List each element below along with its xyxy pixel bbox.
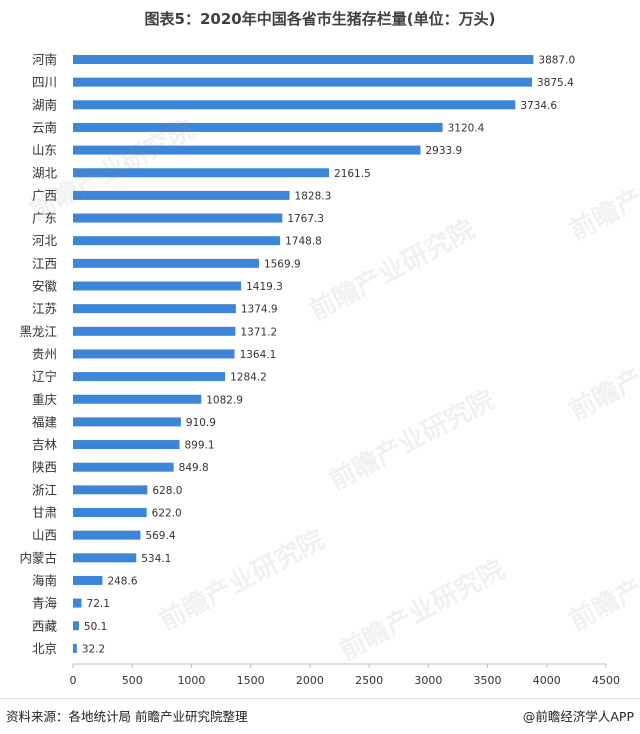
bar xyxy=(73,55,534,64)
category-label: 西藏 xyxy=(32,618,58,633)
data-label: 1371.2 xyxy=(240,326,277,338)
data-label: 534.1 xyxy=(141,553,171,565)
source-note: 资料来源：各地统计局 前瞻产业研究院整理 xyxy=(6,709,248,724)
bar xyxy=(73,575,103,585)
category-label: 河北 xyxy=(32,233,58,248)
bar xyxy=(73,394,202,404)
data-label: 32.2 xyxy=(82,643,105,655)
category-label: 广西 xyxy=(32,188,57,203)
category-label: 辽宁 xyxy=(32,369,57,384)
x-tick-label: 2000 xyxy=(296,674,324,687)
category-label: 湖北 xyxy=(32,165,58,180)
category-label: 四川 xyxy=(32,75,57,90)
bar xyxy=(73,168,330,178)
category-label: 云南 xyxy=(32,120,57,135)
data-label: 3875.4 xyxy=(537,77,574,89)
x-tick-label: 4500 xyxy=(592,674,620,687)
bar xyxy=(73,77,533,87)
bar xyxy=(73,236,281,246)
data-label: 248.6 xyxy=(107,575,137,587)
x-tick-label: 0 xyxy=(70,674,77,687)
data-label: 1767.3 xyxy=(287,213,324,225)
x-tick-label: 500 xyxy=(122,674,143,687)
bar xyxy=(73,281,242,291)
bar xyxy=(73,349,235,359)
brand-label: @前瞻经济学人APP xyxy=(522,709,634,724)
data-label: 50.1 xyxy=(84,621,107,633)
bar xyxy=(73,258,259,268)
category-label: 重庆 xyxy=(32,392,58,407)
category-label: 甘肃 xyxy=(32,505,57,520)
bar xyxy=(73,462,174,472)
category-label: 江苏 xyxy=(32,301,57,316)
bar xyxy=(73,530,141,540)
data-label: 1419.3 xyxy=(246,281,283,293)
category-label: 福建 xyxy=(32,414,58,429)
bar xyxy=(73,598,82,608)
data-label: 569.4 xyxy=(145,530,175,542)
data-label: 849.8 xyxy=(179,462,209,474)
bar xyxy=(73,122,443,132)
category-label: 北京 xyxy=(32,641,57,656)
data-label: 72.1 xyxy=(87,598,110,610)
category-label: 安徽 xyxy=(32,279,58,294)
category-label: 海南 xyxy=(32,573,57,588)
category-label: 青海 xyxy=(32,596,58,611)
x-tick-label: 2500 xyxy=(355,674,383,687)
bar xyxy=(73,190,290,200)
data-label: 622.0 xyxy=(152,508,182,520)
data-label: 910.9 xyxy=(186,417,216,429)
category-label: 贵州 xyxy=(32,346,57,361)
bar xyxy=(73,100,516,110)
data-label: 628.0 xyxy=(152,485,182,497)
data-label: 1748.8 xyxy=(285,236,322,248)
category-label: 山东 xyxy=(32,143,57,158)
chart-title: 图表5：2020年中国各省市生猪存栏量(单位：万头) xyxy=(144,10,496,28)
bar xyxy=(73,213,283,223)
data-label: 3734.6 xyxy=(520,100,557,112)
bar xyxy=(73,372,226,382)
x-tick-label: 1500 xyxy=(237,674,265,687)
data-label: 1284.2 xyxy=(230,372,267,384)
data-label: 3887.0 xyxy=(538,55,575,67)
bar xyxy=(73,553,137,563)
bar xyxy=(73,643,77,653)
bar xyxy=(73,326,236,336)
bar xyxy=(73,508,147,517)
data-label: 1374.9 xyxy=(241,304,278,316)
data-label: 1082.9 xyxy=(206,394,243,406)
data-label: 2933.9 xyxy=(426,145,463,157)
bar xyxy=(73,145,421,155)
data-label: 1569.9 xyxy=(264,258,301,270)
x-tick-label: 1000 xyxy=(177,674,205,687)
category-label: 浙江 xyxy=(32,482,57,497)
data-label: 1828.3 xyxy=(295,190,332,202)
bar-chart: 河南 3887.0 四川 3875.4 湖南 3734.6 云南 3120.4 山东 2933.9… xyxy=(19,52,620,687)
x-tick-label: 4000 xyxy=(533,674,561,687)
bar xyxy=(73,485,148,495)
category-label: 江西 xyxy=(32,256,57,271)
category-label: 河南 xyxy=(32,52,57,67)
data-label: 899.1 xyxy=(184,440,214,452)
category-label: 湖南 xyxy=(32,97,57,112)
data-label: 1364.1 xyxy=(240,349,277,361)
data-label: 2161.5 xyxy=(334,168,371,180)
category-label: 陕西 xyxy=(32,460,57,475)
x-tick-label: 3000 xyxy=(414,674,442,687)
category-label: 内蒙古 xyxy=(19,550,57,565)
category-label: 广东 xyxy=(32,211,57,226)
category-label: 黑龙江 xyxy=(19,324,57,339)
footer-divider xyxy=(0,698,640,699)
bar xyxy=(73,417,181,427)
bar xyxy=(73,304,236,314)
x-tick-label: 3500 xyxy=(474,674,502,687)
bar xyxy=(73,621,79,631)
data-label: 3120.4 xyxy=(448,122,485,134)
category-label: 山西 xyxy=(32,528,57,543)
category-label: 吉林 xyxy=(32,437,58,452)
bar xyxy=(73,440,180,450)
